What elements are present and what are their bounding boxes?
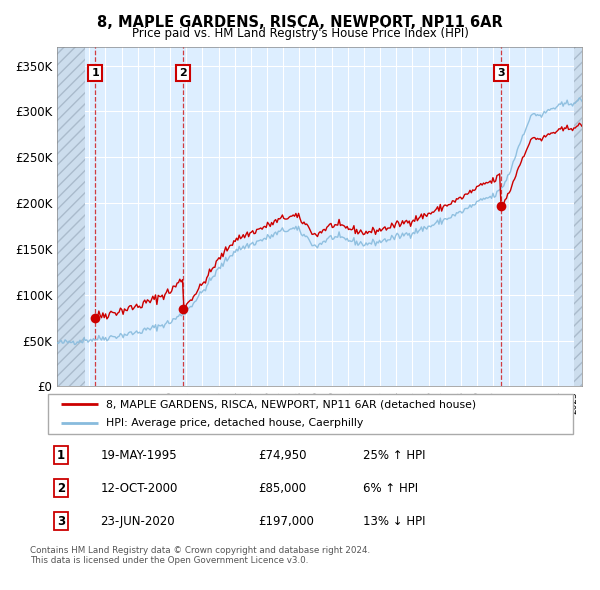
Text: 3: 3 <box>57 514 65 528</box>
Text: 19-MAY-1995: 19-MAY-1995 <box>101 448 177 462</box>
Text: Price paid vs. HM Land Registry's House Price Index (HPI): Price paid vs. HM Land Registry's House … <box>131 27 469 40</box>
Bar <box>574 47 582 386</box>
Text: 23-JUN-2020: 23-JUN-2020 <box>101 514 175 528</box>
Text: 1: 1 <box>92 68 100 78</box>
Text: 13% ↓ HPI: 13% ↓ HPI <box>363 514 425 528</box>
Text: £74,950: £74,950 <box>258 448 307 462</box>
Text: 8, MAPLE GARDENS, RISCA, NEWPORT, NP11 6AR (detached house): 8, MAPLE GARDENS, RISCA, NEWPORT, NP11 6… <box>106 399 476 409</box>
Text: 25% ↑ HPI: 25% ↑ HPI <box>363 448 425 462</box>
Bar <box>57 47 85 386</box>
Text: HPI: Average price, detached house, Caerphilly: HPI: Average price, detached house, Caer… <box>106 418 363 428</box>
Text: 12-OCT-2000: 12-OCT-2000 <box>101 481 178 495</box>
Text: 2: 2 <box>179 68 187 78</box>
Text: 2: 2 <box>57 481 65 495</box>
Text: £197,000: £197,000 <box>258 514 314 528</box>
Text: 3: 3 <box>497 68 505 78</box>
Text: 6% ↑ HPI: 6% ↑ HPI <box>363 481 418 495</box>
Text: 8, MAPLE GARDENS, RISCA, NEWPORT, NP11 6AR: 8, MAPLE GARDENS, RISCA, NEWPORT, NP11 6… <box>97 15 503 30</box>
Text: £85,000: £85,000 <box>258 481 306 495</box>
Text: Contains HM Land Registry data © Crown copyright and database right 2024.
This d: Contains HM Land Registry data © Crown c… <box>30 546 370 565</box>
Text: 1: 1 <box>57 448 65 462</box>
